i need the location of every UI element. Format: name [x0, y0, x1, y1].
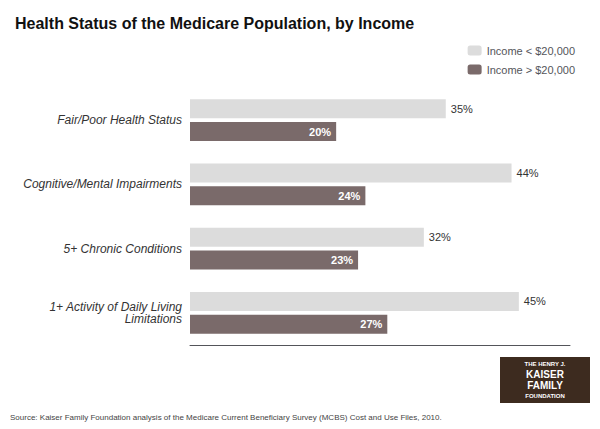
svg-text:Income > $20,000: Income > $20,000	[487, 64, 575, 76]
svg-text:32%: 32%	[429, 231, 451, 243]
svg-text:1+ Activity of Daily Living: 1+ Activity of Daily Living	[49, 299, 182, 314]
svg-text:Fair/Poor Health Status: Fair/Poor Health Status	[57, 113, 182, 127]
svg-text:23%: 23%	[331, 254, 353, 266]
svg-text:Source: Kaiser Family Foundati: Source: Kaiser Family Foundation analysi…	[10, 413, 442, 422]
svg-text:KAISER: KAISER	[526, 369, 565, 380]
svg-text:FOUNDATION: FOUNDATION	[525, 393, 565, 399]
svg-text:Health Status of the Medicare: Health Status of the Medicare Population…	[15, 15, 414, 32]
svg-text:THE HENRY J.: THE HENRY J.	[524, 361, 565, 367]
svg-text:FAMILY: FAMILY	[527, 380, 563, 391]
svg-text:27%: 27%	[360, 318, 382, 330]
svg-text:Cognitive/Mental Impairments: Cognitive/Mental Impairments	[23, 177, 182, 191]
svg-text:44%: 44%	[517, 167, 539, 179]
svg-text:35%: 35%	[451, 103, 473, 115]
svg-text:5+ Chronic Conditions: 5+ Chronic Conditions	[64, 242, 182, 256]
svg-text:Income < $20,000: Income < $20,000	[487, 45, 575, 57]
svg-text:20%: 20%	[309, 126, 331, 138]
svg-text:45%: 45%	[524, 295, 546, 307]
svg-text:Limitations: Limitations	[125, 312, 182, 326]
svg-text:24%: 24%	[338, 190, 360, 202]
